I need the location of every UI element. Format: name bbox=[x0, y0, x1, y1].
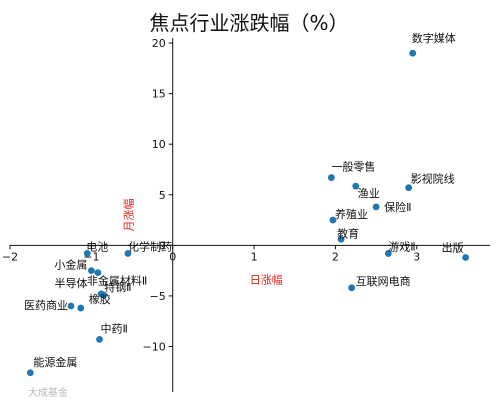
point-label: 保险Ⅱ bbox=[384, 200, 411, 214]
x-tick-label: 1 bbox=[251, 250, 258, 263]
data-point bbox=[77, 304, 85, 312]
data-point bbox=[26, 369, 34, 377]
data-point bbox=[83, 250, 91, 257]
point-label: 中药Ⅱ bbox=[100, 322, 127, 335]
y-tick-label: −5 bbox=[149, 290, 165, 303]
y-tick-label: 20 bbox=[152, 37, 166, 50]
point-label: 橡胶 bbox=[89, 292, 111, 306]
x-tick-label: 0 bbox=[169, 250, 176, 263]
data-point bbox=[348, 284, 356, 292]
data-point bbox=[329, 216, 337, 224]
data-point bbox=[384, 250, 392, 257]
point-label: 能源金属 bbox=[33, 355, 77, 369]
data-point bbox=[409, 49, 417, 57]
chart-title: 焦点行业涨跌幅（%） bbox=[149, 11, 348, 35]
point-label: 教育 bbox=[337, 226, 359, 240]
data-point bbox=[405, 184, 413, 192]
data-point bbox=[96, 336, 103, 343]
point-label: 电池 bbox=[86, 240, 108, 253]
point-label: 影视院线 bbox=[411, 172, 455, 186]
axes bbox=[10, 38, 490, 392]
point-label: 出版 bbox=[442, 240, 464, 254]
point-label: 小金属 bbox=[54, 258, 87, 272]
data-point bbox=[372, 203, 380, 211]
x-tick-label: −2 bbox=[2, 250, 18, 263]
point-label: 养殖业 bbox=[335, 207, 368, 221]
point-label: 非金属材料Ⅱ bbox=[87, 274, 147, 288]
y-tick-label: 15 bbox=[152, 88, 166, 101]
point-label: 特钢Ⅱ bbox=[104, 280, 131, 294]
point-label: 化学制药 bbox=[128, 239, 172, 253]
point-label: 半导体 bbox=[55, 276, 88, 290]
y-tick-label: 0 bbox=[159, 239, 166, 252]
y-tick-label: 10 bbox=[152, 138, 166, 151]
point-label: 互联网电商 bbox=[356, 274, 411, 288]
x-tick-label: 3 bbox=[413, 250, 420, 263]
point-label: 数字媒体 bbox=[412, 31, 456, 45]
point-label: 医药商业 bbox=[24, 298, 68, 312]
watermark: 大成基金 bbox=[28, 386, 68, 399]
point-label: 渔业 bbox=[358, 187, 380, 200]
y-tick-label: 5 bbox=[159, 189, 166, 202]
data-point bbox=[100, 291, 107, 299]
x-tick-label: 2 bbox=[332, 250, 339, 263]
data-point bbox=[462, 254, 469, 261]
point-label: 游戏Ⅱ bbox=[388, 240, 415, 253]
data-point bbox=[124, 250, 132, 257]
data-point bbox=[337, 235, 345, 243]
y-tick-label: −10 bbox=[142, 340, 165, 353]
point-label: 一般零售 bbox=[331, 160, 375, 174]
data-point bbox=[87, 267, 95, 275]
data-point bbox=[352, 182, 360, 190]
data-points bbox=[26, 49, 469, 377]
x-axis-label: 日涨幅 bbox=[250, 273, 283, 286]
data-point bbox=[67, 302, 75, 310]
y-axis-label: 月涨幅 bbox=[123, 199, 136, 232]
data-point bbox=[327, 174, 335, 181]
data-point bbox=[94, 269, 102, 277]
